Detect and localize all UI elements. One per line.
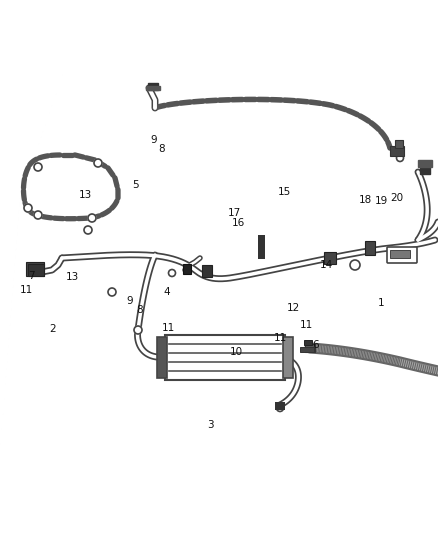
Bar [157,337,167,378]
Circle shape [350,260,360,270]
Text: 4: 4 [163,287,170,297]
Circle shape [88,214,96,222]
Bar [258,247,265,251]
Bar [28,264,44,276]
Bar [365,241,375,255]
Circle shape [24,204,32,212]
Text: 1: 1 [378,298,385,308]
Bar [258,243,265,246]
Circle shape [276,405,283,411]
Bar [26,262,44,276]
Bar [418,160,432,167]
Text: 15: 15 [278,187,291,197]
Bar [300,347,314,352]
Circle shape [205,268,211,274]
Text: 7: 7 [28,271,35,281]
Bar [275,402,285,410]
Text: 8: 8 [136,305,143,315]
Text: 20: 20 [390,193,403,203]
Text: 9: 9 [151,135,158,144]
Text: 9: 9 [126,296,133,306]
Text: 19: 19 [374,197,388,206]
Text: 12: 12 [287,303,300,313]
Text: 8: 8 [158,144,165,154]
Text: 13: 13 [79,190,92,199]
Circle shape [396,155,403,161]
Circle shape [108,288,116,296]
Circle shape [34,163,42,171]
Bar [395,140,403,148]
Bar [258,255,265,259]
Bar [258,235,265,238]
Circle shape [169,270,176,277]
Circle shape [94,159,102,167]
Bar [146,86,160,90]
Bar [390,250,410,258]
Text: 13: 13 [66,272,79,282]
FancyBboxPatch shape [387,247,417,263]
Text: 16: 16 [232,218,245,228]
Bar [183,264,191,274]
Text: 2: 2 [49,325,56,334]
Bar [283,337,293,378]
Circle shape [369,248,375,254]
Circle shape [36,265,43,272]
Text: 18: 18 [359,195,372,205]
Bar [148,83,158,90]
Bar [165,335,285,380]
Bar [305,344,315,352]
Bar [324,252,336,264]
Bar [202,265,212,277]
Bar [420,165,430,174]
Text: 6: 6 [312,341,319,350]
Bar [390,146,404,156]
Text: 11: 11 [300,320,313,330]
Text: 5: 5 [132,181,139,190]
Text: 17: 17 [228,208,241,218]
Text: 11: 11 [274,334,287,343]
Bar [258,251,265,254]
Bar [304,340,312,345]
Circle shape [34,211,42,219]
Text: 11: 11 [20,286,33,295]
Text: 10: 10 [230,347,243,357]
Circle shape [84,226,92,234]
Circle shape [134,326,142,334]
Circle shape [327,255,333,261]
Text: 11: 11 [162,323,175,333]
Text: 3: 3 [207,421,214,430]
Text: 14: 14 [320,261,333,270]
Bar [258,239,265,243]
